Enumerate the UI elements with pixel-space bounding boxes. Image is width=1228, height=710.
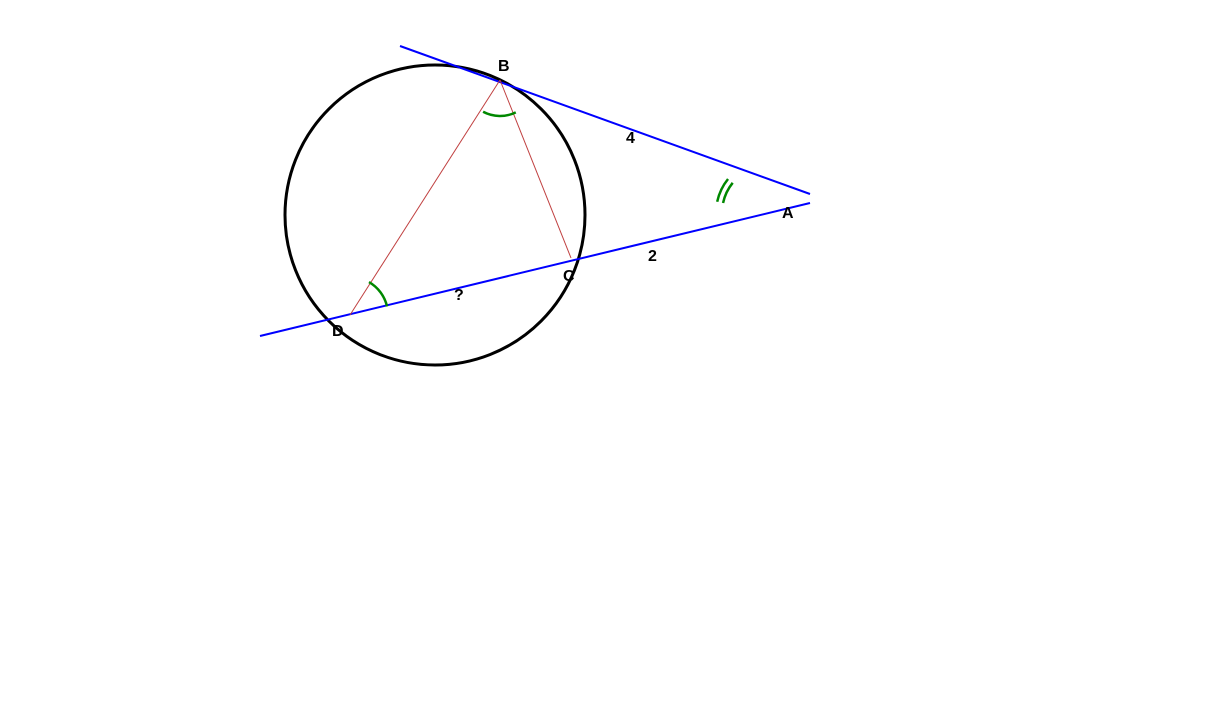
chord-BD <box>350 80 500 315</box>
angle-D <box>369 282 387 306</box>
secant-AD <box>260 203 810 336</box>
label-edge-AC: 2 <box>648 248 657 266</box>
label-point-B: B <box>498 58 510 76</box>
chord-BC <box>500 80 571 258</box>
tangent-AB <box>400 46 810 194</box>
label-edge-AB: 4 <box>626 130 635 148</box>
geometry-canvas <box>0 0 1228 710</box>
label-point-A: A <box>782 205 794 223</box>
label-edge-CD: ? <box>454 287 464 305</box>
label-point-D: D <box>332 323 344 341</box>
label-point-C: C <box>563 268 575 286</box>
angle-B <box>483 112 516 116</box>
